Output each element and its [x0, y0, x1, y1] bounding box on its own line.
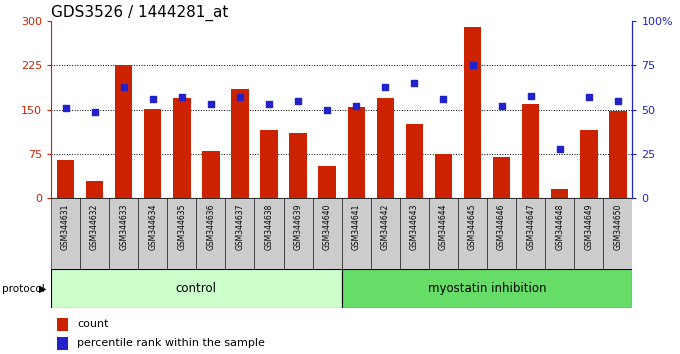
Bar	[167, 198, 197, 269]
Bar	[371, 198, 400, 269]
Bar	[144, 109, 161, 198]
Bar	[197, 198, 225, 269]
Bar	[57, 337, 69, 350]
Text: ▶: ▶	[39, 284, 47, 293]
Point	[525, 93, 536, 98]
Bar	[86, 181, 103, 198]
Point	[292, 98, 303, 104]
Text: GSM344647: GSM344647	[526, 204, 535, 250]
Point	[205, 102, 216, 107]
Bar	[173, 98, 190, 198]
Text: GSM344648: GSM344648	[556, 204, 564, 250]
Text: GSM344649: GSM344649	[584, 204, 593, 250]
Text: GSM344632: GSM344632	[90, 204, 99, 250]
Bar	[342, 198, 371, 269]
Text: myostatin inhibition: myostatin inhibition	[428, 282, 546, 295]
Bar	[318, 166, 336, 198]
Text: GSM344637: GSM344637	[235, 204, 244, 250]
Bar	[551, 189, 568, 198]
Text: GSM344631: GSM344631	[61, 204, 70, 250]
Bar	[493, 157, 510, 198]
Point	[264, 102, 275, 107]
Bar	[51, 198, 80, 269]
Bar	[57, 318, 69, 331]
Point	[380, 84, 391, 90]
Bar	[57, 160, 74, 198]
Text: control: control	[176, 282, 217, 295]
Bar	[580, 130, 598, 198]
Bar	[522, 104, 539, 198]
Bar	[429, 198, 458, 269]
Bar	[603, 198, 632, 269]
Bar	[109, 198, 138, 269]
Point	[409, 80, 420, 86]
Text: percentile rank within the sample: percentile rank within the sample	[77, 338, 265, 348]
Text: GSM344639: GSM344639	[294, 204, 303, 250]
Bar	[458, 198, 487, 269]
Bar	[435, 154, 452, 198]
Bar	[487, 198, 516, 269]
Point	[613, 98, 624, 104]
Point	[118, 84, 129, 90]
Bar	[260, 130, 277, 198]
Point	[89, 109, 100, 114]
Bar	[51, 269, 341, 308]
Bar	[342, 269, 632, 308]
Bar	[400, 198, 429, 269]
Text: GSM344641: GSM344641	[352, 204, 360, 250]
Point	[583, 95, 594, 100]
Bar	[406, 125, 423, 198]
Point	[235, 95, 245, 100]
Text: count: count	[77, 319, 109, 329]
Point	[554, 146, 565, 152]
Text: GSM344645: GSM344645	[468, 204, 477, 250]
Text: GSM344636: GSM344636	[207, 204, 216, 250]
Bar	[254, 198, 284, 269]
Text: GSM344635: GSM344635	[177, 204, 186, 250]
Bar	[313, 198, 341, 269]
Text: GSM344643: GSM344643	[410, 204, 419, 250]
Text: GSM344650: GSM344650	[613, 204, 622, 250]
Bar	[80, 198, 109, 269]
Point	[467, 63, 478, 68]
Text: GSM344633: GSM344633	[119, 204, 128, 250]
Text: GSM344638: GSM344638	[265, 204, 273, 250]
Bar	[609, 111, 626, 198]
Text: GSM344646: GSM344646	[497, 204, 506, 250]
Bar	[138, 198, 167, 269]
Bar	[202, 151, 220, 198]
Bar	[516, 198, 545, 269]
Bar	[231, 89, 249, 198]
Point	[322, 107, 333, 113]
Text: GSM344642: GSM344642	[381, 204, 390, 250]
Bar	[115, 65, 133, 198]
Point	[351, 103, 362, 109]
Bar	[290, 133, 307, 198]
Bar	[377, 98, 394, 198]
Point	[176, 95, 187, 100]
Bar	[225, 198, 254, 269]
Bar	[284, 198, 313, 269]
Text: GSM344634: GSM344634	[148, 204, 157, 250]
Text: GSM344640: GSM344640	[323, 204, 332, 250]
Bar	[464, 27, 481, 198]
Point	[438, 96, 449, 102]
Text: protocol: protocol	[2, 284, 45, 293]
Text: GDS3526 / 1444281_at: GDS3526 / 1444281_at	[51, 5, 228, 21]
Point	[148, 96, 158, 102]
Bar	[347, 107, 365, 198]
Bar	[574, 198, 603, 269]
Text: GSM344644: GSM344644	[439, 204, 448, 250]
Bar	[545, 198, 575, 269]
Point	[496, 103, 507, 109]
Point	[60, 105, 71, 111]
